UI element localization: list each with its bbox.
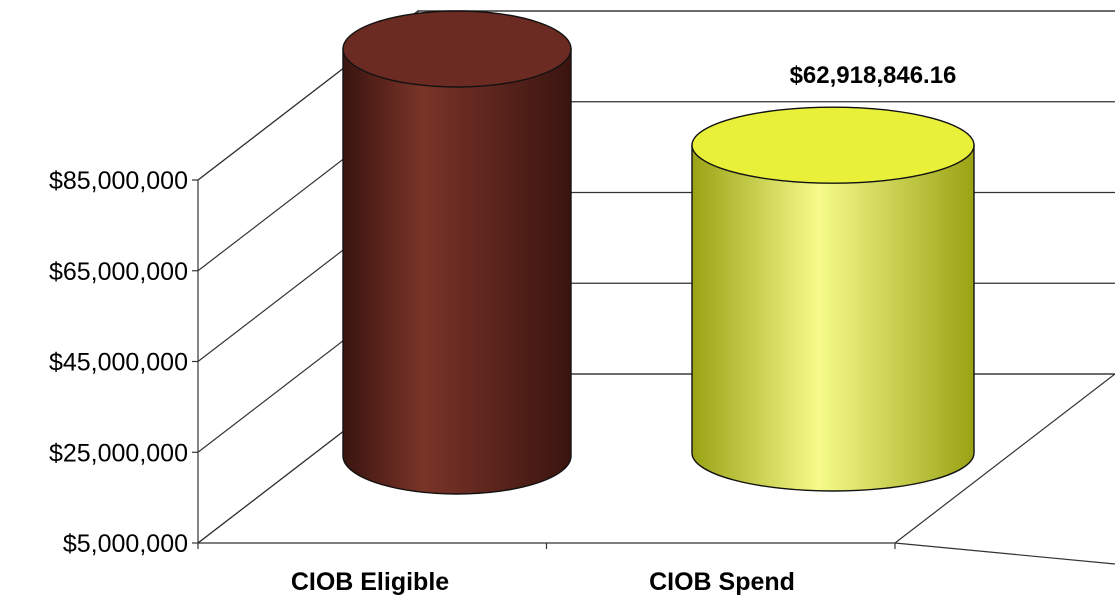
y-axis-tick-labels: $5,000,000 $25,000,000 $45,000,000 $65,000,…: [49, 167, 188, 558]
category-label: CIOB Eligible: [291, 568, 449, 596]
cylinder-body: [342, 48, 572, 495]
y-tick-label: $5,000,000: [63, 530, 188, 558]
floor: [198, 373, 1115, 565]
cylinder-top: [342, 10, 572, 88]
y-tick-label: $85,000,000: [49, 167, 188, 195]
chart-walls: [197, 9, 1115, 565]
gridline: [197, 191, 1115, 362]
cylinder-top: [691, 106, 975, 184]
cylinder-body: [691, 144, 975, 492]
gridline: [197, 10, 1115, 181]
gridline: [197, 101, 1115, 272]
data-labels: $84,777,889.86$62,918,846.16: [790, 62, 957, 89]
y-tick-label: $65,000,000: [49, 258, 188, 286]
category-label: CIOB Spend: [649, 568, 795, 596]
bars: [342, 10, 975, 495]
gridlines: [192, 10, 1115, 549]
data-label: $62,918,846.16: [790, 62, 957, 89]
y-tick-label: $25,000,000: [49, 439, 188, 467]
gridline: [197, 282, 1115, 453]
category-labels: CIOB Eligible CIOB Spend: [291, 568, 795, 596]
y-tick-label: $45,000,000: [49, 349, 188, 377]
gridline: [197, 373, 1115, 544]
